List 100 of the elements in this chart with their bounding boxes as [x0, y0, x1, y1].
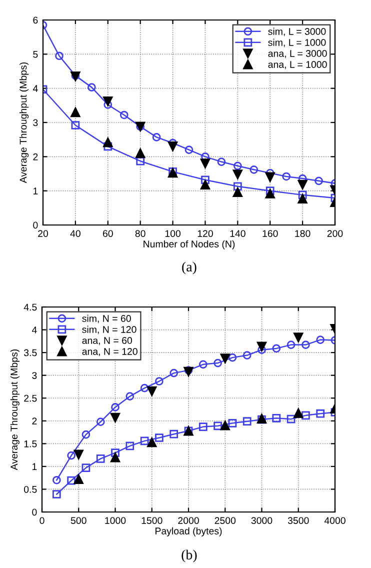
point: [67, 451, 76, 460]
point: [111, 403, 120, 412]
y-tick-label: 3: [32, 372, 37, 379]
point: [170, 430, 178, 438]
point: [152, 133, 161, 142]
point: [282, 172, 290, 181]
point: [198, 360, 208, 369]
point: [103, 96, 113, 106]
point: [228, 353, 237, 362]
point: [298, 190, 307, 200]
point: [140, 384, 149, 392]
point: [256, 342, 267, 352]
point: [155, 434, 164, 442]
point: [217, 158, 226, 166]
point: [316, 409, 325, 418]
point: [294, 408, 304, 418]
x-tick-label: 0: [40, 517, 44, 524]
point: [265, 188, 275, 198]
x-tick-label: 1500: [142, 517, 162, 524]
legend-label: sim, N = 120: [82, 326, 136, 334]
y-tick-label: 2.5: [24, 394, 37, 402]
x-tick-label: 80: [135, 230, 146, 237]
y-tick-label: 0: [32, 508, 37, 516]
y-tick-label: 2: [32, 418, 37, 424]
y-tick-label: 3: [33, 119, 38, 126]
point: [214, 422, 222, 430]
point: [234, 182, 242, 191]
point: [266, 186, 274, 195]
point: [232, 187, 243, 198]
point: [126, 442, 134, 450]
point: [314, 176, 323, 186]
point: [55, 52, 64, 60]
point: [82, 464, 90, 472]
point: [126, 392, 134, 400]
legend-label: ana, N = 60: [82, 337, 132, 346]
y-tick-label: 1: [33, 188, 38, 194]
point: [120, 110, 128, 120]
legend-label: ana, L = 3000: [268, 50, 327, 58]
point: [316, 336, 325, 344]
text: (b): [182, 550, 197, 562]
point: [135, 148, 146, 158]
y-tick-label: 6: [33, 16, 38, 24]
point: [298, 194, 308, 204]
point: [220, 420, 230, 430]
y-tick-label: 5: [33, 51, 38, 58]
point: [200, 158, 210, 168]
point: [201, 176, 210, 184]
point: [82, 430, 90, 439]
y-tick-label: 4.5: [24, 304, 37, 311]
point: [70, 107, 80, 118]
legend-label: sim, N = 60: [82, 314, 131, 324]
point: [96, 454, 105, 463]
point: [198, 422, 208, 431]
point: [232, 170, 243, 180]
point: [88, 83, 96, 92]
point: [265, 172, 275, 182]
point: [110, 452, 120, 462]
legend-label: ana, L = 1000: [268, 61, 327, 70]
point: [147, 437, 157, 448]
x-tick-label: 4000: [324, 517, 346, 524]
x-tick-label: 2500: [214, 517, 236, 524]
x-tick-label: 60: [102, 230, 113, 237]
point: [67, 476, 76, 485]
y-tick-label: 0.5: [24, 486, 37, 493]
y-tick-label: 2: [33, 153, 38, 160]
point: [214, 358, 222, 368]
point: [302, 411, 310, 420]
y-axis-title: Average Throughput (Mbps): [20, 62, 29, 184]
point: [155, 377, 164, 386]
point: [272, 344, 281, 353]
x-tick-label: 180: [295, 230, 310, 237]
point: [52, 476, 61, 484]
legend-label: ana, N = 120: [82, 348, 138, 356]
point: [111, 448, 120, 457]
point: [52, 490, 61, 498]
point: [242, 417, 252, 426]
point: [184, 366, 194, 377]
point: [104, 142, 112, 151]
point: [250, 165, 258, 174]
y-tick-label: 1: [32, 463, 37, 470]
point: [242, 351, 252, 360]
point: [272, 414, 281, 422]
legend-label: sim, L = 1000: [268, 38, 326, 48]
point: [228, 419, 237, 428]
x-tick-label: 40: [70, 230, 80, 237]
y-tick-label: 4: [32, 326, 37, 334]
point: [140, 436, 149, 446]
point: [74, 474, 84, 484]
y-tick-label: 4: [32, 85, 38, 92]
x-tick-label: 160: [262, 230, 278, 237]
point: [286, 414, 296, 424]
x-axis-title: Payload (bytes): [156, 527, 222, 536]
x-tick-label: 20: [38, 230, 48, 237]
x-tick-label: 1000: [105, 517, 126, 524]
point: [96, 418, 105, 426]
x-tick-label: 500: [70, 517, 86, 524]
x-tick-label: 3000: [251, 517, 272, 524]
x-tick-label: 100: [165, 230, 181, 237]
point: [184, 146, 194, 154]
y-tick-label: 1.5: [24, 440, 37, 448]
